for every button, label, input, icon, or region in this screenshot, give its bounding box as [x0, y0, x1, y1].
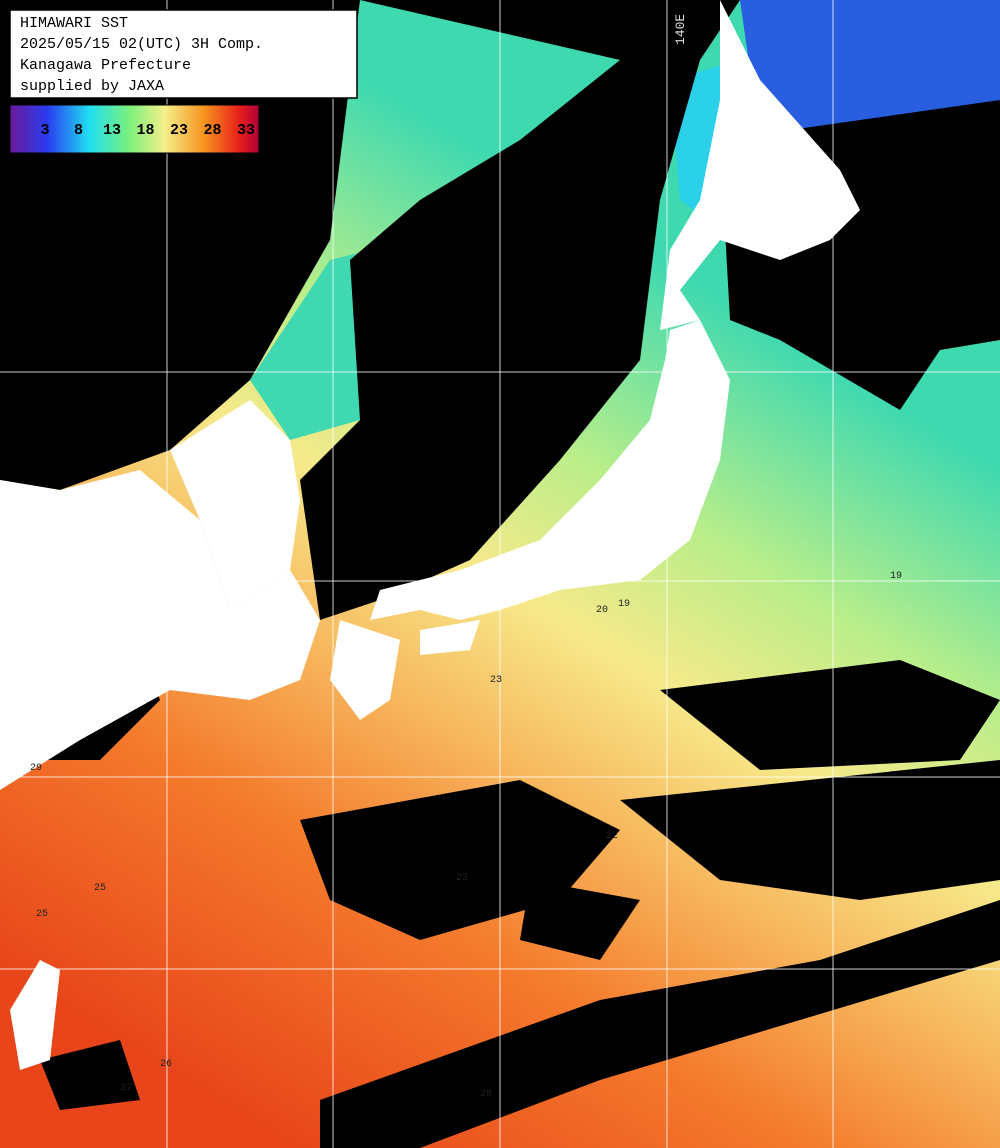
- cloud: [520, 880, 640, 960]
- header-line: Kanagawa Prefecture: [20, 57, 191, 74]
- colorbar-ticks: 3 8 13 18 23 28 33: [40, 122, 255, 139]
- longitude-label: 140E: [673, 14, 688, 45]
- colorbar-tick-label: 33: [237, 122, 255, 139]
- contour-label: 25: [36, 909, 48, 920]
- header-text: HIMAWARI SST 2025/05/15 02(UTC) 3H Comp. K…: [20, 15, 263, 95]
- shikoku: [420, 620, 480, 655]
- kyushu: [330, 620, 400, 720]
- contour-label: 19: [618, 599, 630, 610]
- contour-label: 23: [490, 675, 502, 686]
- colorbar-tick-label: 8: [74, 122, 83, 139]
- cloud: [300, 0, 740, 620]
- contour-labels: 19 19 20 22 23 23 25 25 26 27 28 29: [30, 571, 902, 1100]
- contour-label: 27: [120, 1083, 132, 1094]
- cloud: [40, 1040, 140, 1110]
- cloud: [620, 760, 1000, 900]
- cloud: [660, 660, 1000, 770]
- china-coast: [0, 600, 40, 700]
- colorbar-tick-label: 3: [40, 122, 49, 139]
- header-box: [9, 9, 358, 99]
- colorbar-tick-label: 23: [170, 122, 188, 139]
- hokkaido: [660, 0, 860, 330]
- contour-label: 28: [480, 1089, 492, 1100]
- contour-label: 19: [890, 571, 902, 582]
- cloud: [320, 900, 1000, 1148]
- colorbar-tick-label: 13: [103, 122, 121, 139]
- taiwan: [10, 960, 60, 1070]
- korea: [170, 400, 300, 610]
- land: [0, 0, 860, 1070]
- honshu: [370, 320, 730, 620]
- header-line: 2025/05/15 02(UTC) 3H Comp.: [20, 36, 263, 53]
- header-line: HIMAWARI SST: [20, 15, 128, 32]
- colorbar-tick-label: 18: [136, 122, 154, 139]
- contour-label: 20: [596, 605, 608, 616]
- contour-label: 26: [160, 1059, 172, 1070]
- colorbar: [9, 104, 260, 154]
- china-coast: [0, 470, 320, 790]
- contour-label: 29: [30, 763, 42, 774]
- header-line: supplied by JAXA: [20, 78, 164, 95]
- colorbar-tick-label: 28: [203, 122, 221, 139]
- contour-label: 22: [606, 831, 618, 842]
- cold-water: [250, 250, 370, 440]
- contour-label: 23: [456, 873, 468, 884]
- contour-label: 25: [94, 883, 106, 894]
